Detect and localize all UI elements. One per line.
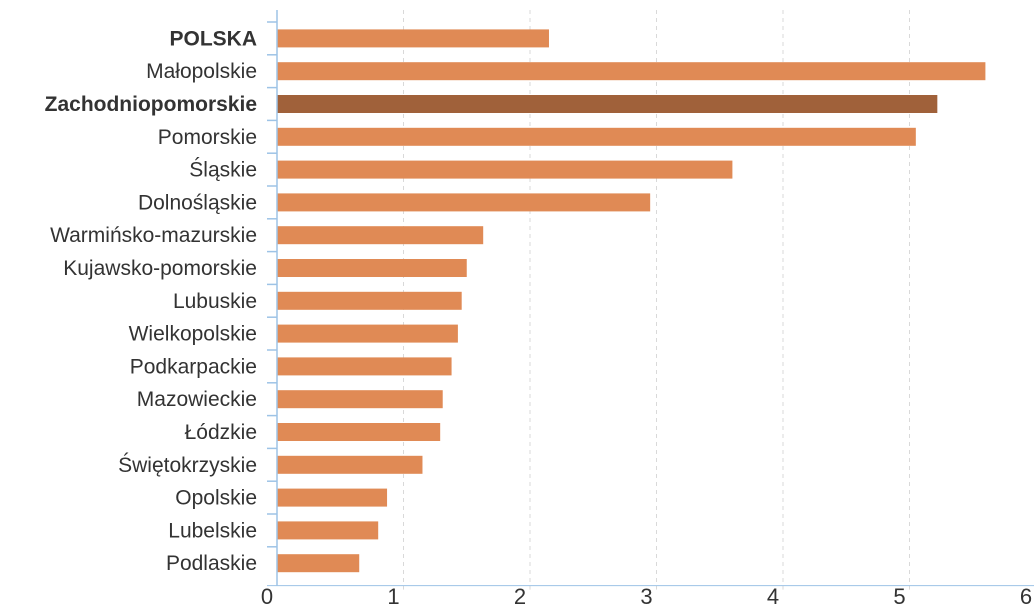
- bar-2: [277, 95, 938, 113]
- bar-6: [277, 226, 484, 245]
- category-label: Podkarpackie: [130, 355, 257, 378]
- category-label: Mazowieckie: [137, 388, 257, 411]
- bar-13: [277, 455, 423, 474]
- category-label: Łódzkie: [185, 421, 257, 444]
- bar-9: [277, 324, 458, 343]
- bar-0: [277, 29, 549, 48]
- x-tick-label: 6: [1020, 584, 1032, 607]
- bar-14: [277, 488, 388, 507]
- category-label: Śląskie: [189, 158, 257, 182]
- bar-15: [277, 521, 379, 540]
- category-label: Lubelskie: [168, 519, 257, 542]
- bar-16: [277, 554, 360, 573]
- bar-11: [277, 390, 443, 409]
- category-label: Małopolskie: [146, 60, 257, 83]
- x-tick-label: 5: [893, 584, 905, 607]
- category-label: Opolskie: [175, 487, 257, 510]
- category-label: Warmińsko-mazurskie: [50, 224, 257, 247]
- category-label: POLSKA: [169, 27, 257, 50]
- bar-10: [277, 357, 452, 376]
- category-label: Wielkopolskie: [129, 323, 257, 346]
- bar-3: [277, 127, 916, 146]
- category-label: Dolnośląskie: [138, 191, 257, 214]
- x-tick-label: 3: [640, 584, 652, 607]
- x-tick-label: 0: [261, 584, 273, 607]
- bar-12: [277, 423, 441, 441]
- bar-5: [277, 193, 651, 212]
- tick-labels: 0 1 2 3 4 5 6: [261, 584, 1032, 607]
- bar-8: [277, 291, 462, 310]
- x-tick-label: 4: [767, 584, 779, 607]
- bar-4: [277, 160, 733, 179]
- category-label: Podlaskie: [166, 552, 257, 575]
- category-labels: POLSKA Małopolskie Zachodniopomorskie Pomor…: [45, 27, 257, 575]
- bar-7: [277, 259, 467, 277]
- category-label: Świętokrzyskie: [118, 453, 257, 477]
- x-tick-label: 1: [387, 584, 399, 607]
- axes: [267, 10, 1034, 587]
- category-label: Kujawsko-pomorskie: [63, 257, 257, 280]
- category-label: Pomorskie: [158, 126, 257, 149]
- bar-1: [277, 62, 986, 81]
- category-label: Zachodniopomorskie: [45, 93, 257, 116]
- x-tick-label: 2: [514, 584, 526, 607]
- category-label: Lubuskie: [173, 290, 257, 313]
- bars: [277, 29, 986, 573]
